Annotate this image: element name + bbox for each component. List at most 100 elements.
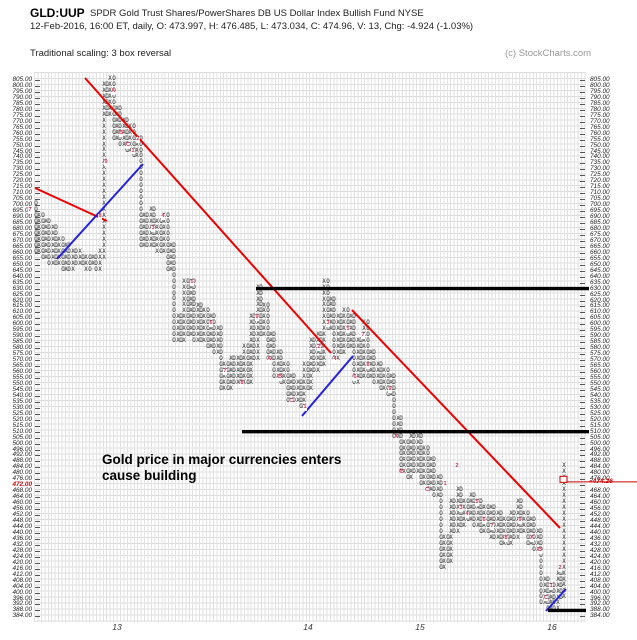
y-axis-tick	[35, 604, 40, 606]
y-axis-label-left: 695.00	[12, 207, 32, 215]
y-axis-label-left: 560.00	[12, 368, 32, 376]
y-axis-tick	[580, 276, 585, 278]
pnf-column: OOOOOOO	[432, 457, 436, 500]
pnf-column: XXXXXX	[262, 302, 266, 339]
y-axis-label-right: 690.00	[590, 213, 610, 221]
y-axis-label-left: 468.00	[12, 487, 32, 495]
y-axis-label-right: 505.00	[590, 433, 610, 441]
y-axis-tick	[35, 485, 40, 487]
x-axis-year-label: 13	[112, 622, 122, 632]
y-axis-tick	[580, 234, 585, 236]
y-axis-tick	[35, 157, 40, 159]
y-axis-tick	[580, 527, 585, 528]
y-axis-tick	[35, 97, 40, 99]
month-label: 9	[104, 159, 108, 167]
y-axis-tick	[35, 574, 40, 576]
pnf-column: OOOOO	[292, 374, 296, 404]
y-axis-label-left: 670.00	[12, 236, 32, 244]
y-axis-label-right: 645.00	[590, 266, 610, 274]
y-axis-label-right: 575.00	[590, 350, 610, 358]
y-axis-tick	[35, 85, 40, 87]
y-axis-tick	[35, 318, 40, 320]
y-axis-label-left: 432.00	[12, 540, 32, 548]
y-axis-tick	[580, 181, 585, 183]
y-axis-label-right: 600.00	[590, 320, 610, 328]
pnf-column: OOOOOOOOOOO	[192, 278, 196, 345]
y-axis-label-right: 555.00	[590, 374, 610, 381]
y-axis-tick	[580, 324, 585, 326]
y-axis-tick	[580, 294, 585, 296]
y-axis-label-left: 444.00	[12, 523, 32, 530]
month-label: C	[544, 594, 549, 602]
y-axis-label-right: 665.00	[590, 242, 610, 250]
y-axis-tick	[580, 568, 585, 570]
y-axis-label-right: 725.00	[590, 171, 610, 179]
y-axis-label-right: 404.00	[590, 582, 610, 590]
y-axis-label-left: 770.00	[12, 117, 32, 125]
y-axis-label-left: 590.00	[12, 332, 32, 340]
month-label: 5	[475, 499, 479, 507]
y-axis-label-left: 605.00	[12, 314, 32, 322]
y-axis-tick	[580, 211, 585, 213]
month-label: 8	[366, 362, 370, 370]
y-axis-label-right: 730.00	[590, 165, 610, 173]
y-axis-label-left: 715.00	[12, 183, 32, 191]
y-axis-tick	[580, 366, 585, 368]
month-label: 5	[190, 278, 194, 286]
y-axis-tick	[35, 521, 40, 523]
y-axis-label-right: 800.00	[590, 81, 610, 89]
y-axis-tick	[35, 121, 40, 123]
y-axis-label-left: 472.00	[12, 481, 32, 489]
pnf-column: OOOOOOOOOOOOO	[539, 528, 543, 607]
y-axis-tick	[35, 282, 40, 284]
y-axis-tick	[35, 378, 40, 379]
y-axis-tick	[35, 437, 40, 439]
y-axis-label-right: 685.00	[590, 219, 610, 227]
annotation-text: Gold price in major currencies enters ca…	[102, 452, 352, 484]
y-axis-tick	[580, 515, 585, 517]
y-axis-label-left: 525.00	[12, 409, 32, 417]
y-axis-tick	[580, 348, 585, 350]
y-axis-label-right: 436.00	[590, 534, 610, 542]
y-axis-tick	[580, 610, 585, 612]
pnf-column: XXXXXX	[349, 314, 353, 351]
y-axis-label-right: 700.00	[590, 201, 610, 209]
month-label: 7	[361, 332, 365, 340]
y-axis-tick	[35, 330, 40, 332]
y-axis-label-left: 510.00	[12, 427, 32, 435]
y-axis-label-right: 695.00	[590, 207, 610, 215]
pnf-column: XXXXXXXXXXXXXXXXXXXXXXX	[562, 463, 566, 601]
pnf-column: OOOOOO	[372, 350, 376, 386]
month-label: 4	[465, 511, 469, 519]
month-label: 5	[346, 326, 350, 334]
y-axis-tick	[580, 449, 585, 451]
y-axis-tick	[580, 389, 585, 391]
pnf-column: OOOOO	[512, 511, 516, 541]
pnf-column: XXXXXXX	[422, 445, 426, 488]
y-axis-label-left: 492.00	[12, 451, 32, 459]
y-axis-tick	[580, 443, 585, 445]
pnf-column: XXXX	[282, 362, 286, 386]
y-axis-tick	[580, 437, 585, 439]
month-label: 9	[388, 385, 392, 393]
y-axis-label-right: 605.00	[590, 314, 610, 322]
y-axis-label-right: 780.00	[590, 105, 610, 113]
y-axis-label-left: 456.00	[12, 505, 32, 513]
y-axis-tick	[35, 348, 40, 350]
y-axis-label-left: 565.00	[12, 362, 32, 370]
y-axis-label-right: 400.00	[590, 588, 610, 596]
y-axis-label-right: 416.00	[590, 564, 610, 572]
pnf-column: OOOOOOOO	[272, 332, 276, 380]
y-axis-tick	[580, 151, 585, 153]
y-axis-label-left: 705.00	[12, 195, 32, 203]
y-axis-label-left: 436.00	[12, 534, 32, 542]
y-axis-label-left: 404.00	[12, 582, 32, 590]
y-axis-tick	[35, 240, 40, 242]
month-label: 1	[303, 403, 307, 411]
y-axis-tick	[580, 574, 585, 576]
y-axis-label-left: 496.00	[12, 445, 32, 453]
y-axis-label-left: 690.00	[12, 213, 32, 221]
y-axis-label-left: 440.00	[12, 528, 32, 536]
y-axis-tick	[580, 91, 585, 93]
y-axis-tick	[580, 538, 585, 540]
